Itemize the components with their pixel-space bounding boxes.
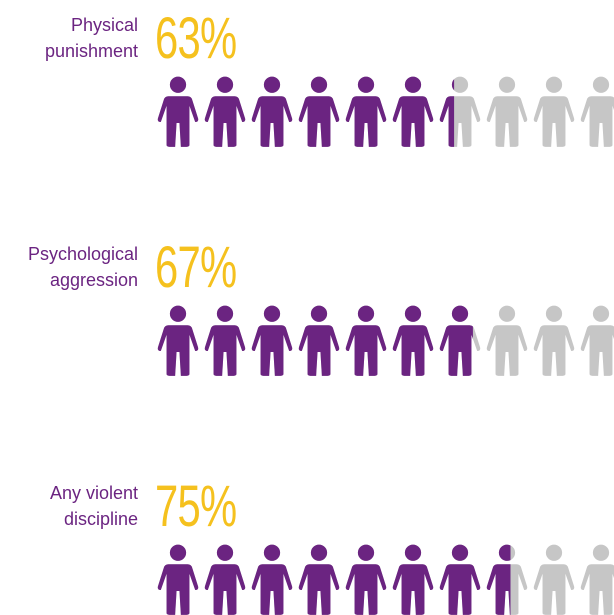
category-label: Psychological aggression <box>27 244 138 290</box>
person-icon <box>533 76 575 147</box>
person-icon <box>157 76 199 147</box>
person-icon <box>392 76 434 147</box>
person-icon <box>298 544 340 615</box>
person-icon <box>251 544 293 615</box>
person-icon <box>157 544 199 615</box>
person-icon <box>486 76 528 147</box>
person-icon <box>204 544 246 615</box>
person-icon <box>204 76 246 147</box>
person-icon <box>580 544 614 615</box>
person-icon <box>486 305 528 376</box>
category-label: Physical punishment <box>44 15 138 61</box>
person-icon <box>580 305 614 376</box>
person-icon <box>298 305 340 376</box>
person-icon <box>580 76 614 147</box>
value-label: 67% <box>155 235 237 300</box>
person-icon <box>251 76 293 147</box>
person-icon <box>298 76 340 147</box>
person-icon <box>345 305 387 376</box>
value-label: 63% <box>155 6 237 71</box>
person-icon <box>439 544 481 615</box>
person-icon <box>204 305 246 376</box>
person-icon <box>345 544 387 615</box>
person-icon <box>392 544 434 615</box>
person-icon <box>392 305 434 376</box>
person-icon <box>533 544 575 615</box>
person-icon <box>533 305 575 376</box>
person-icon <box>345 76 387 147</box>
category-label: Any violent discipline <box>49 483 138 529</box>
person-icon <box>251 305 293 376</box>
value-label: 75% <box>155 474 237 539</box>
person-icon <box>157 305 199 376</box>
